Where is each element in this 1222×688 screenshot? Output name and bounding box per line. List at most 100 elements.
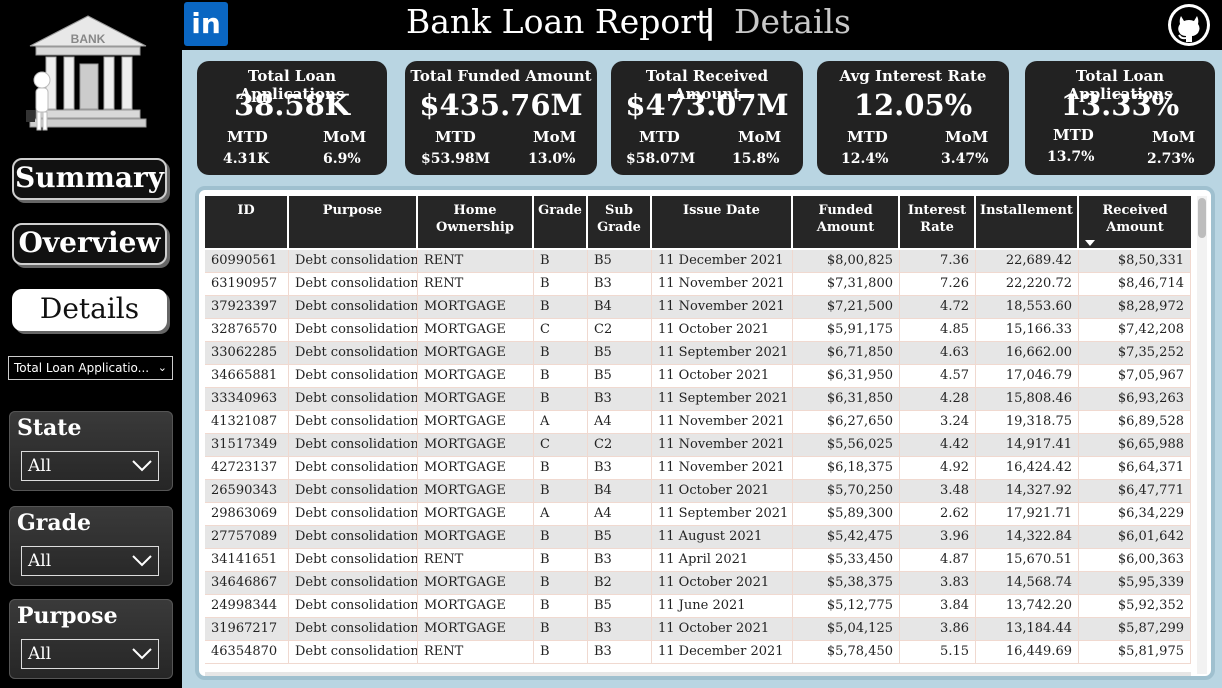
kpi-card-avg-interest-rate: Avg Interest Rate 12.05% MTD MoM 12.4% 3… [817,61,1009,175]
kpi-mtd-value: 12.4% [841,151,889,167]
cell-issue-date: 11 October 2021 [652,365,793,387]
grade-slicer-title: Grade [17,510,92,536]
kpi-mtd-value: 4.31K [223,151,270,167]
table-row[interactable]: 34141651 Debt consolidation RENT B B3 11 Apri… [205,549,1191,572]
cell-grade: C [534,319,588,341]
kpi-card-received-amount: Total Received Amount $473.07M MTD MoM $… [611,61,803,175]
table-row[interactable]: 29863069 Debt consolidation MORTGAGE A A4 11 … [205,503,1191,526]
cell-purpose: Debt consolidation [289,273,418,295]
cell-installement: 17,046.79 [976,365,1079,387]
cell-id: 31967217 [205,618,289,640]
cell-interest-rate: 3.96 [900,526,976,548]
loan-details-table[interactable]: ID Purpose Home Ownership Grade Sub Grad… [195,186,1215,680]
github-icon[interactable] [1166,2,1212,48]
kpi-mtd-value: $53.98M [421,151,491,167]
cell-purpose: Debt consolidation [289,457,418,479]
cell-purpose: Debt consolidation [289,319,418,341]
column-header-sub-grade[interactable]: Sub Grade [588,196,652,248]
purpose-dropdown[interactable]: All [21,639,159,669]
table-row[interactable]: 31517349 Debt consolidation MORTGAGE C C2 11 … [205,434,1191,457]
cell-funded-amount: $6,27,650 [793,411,900,433]
cell-home-ownership: MORTGAGE [418,572,534,594]
purpose-slicer-title: Purpose [17,603,118,629]
kpi-mom-value: 6.9% [323,151,361,167]
cell-sub-grade: B5 [588,250,652,272]
cell-funded-amount: $5,89,300 [793,503,900,525]
cell-home-ownership: MORTGAGE [418,411,534,433]
table-row[interactable]: 27757089 Debt consolidation MORTGAGE B B5 11 … [205,526,1191,549]
cell-id: 26590343 [205,480,289,502]
table-row[interactable]: 32876570 Debt consolidation MORTGAGE C C2 11 … [205,319,1191,342]
cell-purpose: Debt consolidation [289,342,418,364]
column-header-received-amount[interactable]: Received Amount [1079,196,1191,248]
cell-purpose: Debt consolidation [289,296,418,318]
chevron-down-icon [132,648,152,660]
title-separator: | [704,2,717,41]
grade-dropdown[interactable]: All [21,546,159,576]
table-row[interactable]: 34646867 Debt consolidation MORTGAGE B B2 11 … [205,572,1191,595]
cell-home-ownership: MORTGAGE [418,319,534,341]
column-header-home-ownership[interactable]: Home Ownership [418,196,534,248]
cell-home-ownership: MORTGAGE [418,434,534,456]
cell-installement: 16,449.69 [976,641,1079,663]
table-row[interactable]: 37923397 Debt consolidation MORTGAGE B B4 11 … [205,296,1191,319]
cell-funded-amount: $5,56,025 [793,434,900,456]
cell-funded-amount: $5,04,125 [793,618,900,640]
kpi-value: $473.07M [625,88,789,122]
page-subtitle: Details [734,2,851,41]
column-header-issue-date[interactable]: Issue Date [652,196,793,248]
column-header-received-amount-label: Received Amount [1102,203,1168,235]
column-header-installement[interactable]: Installement [976,196,1079,248]
cell-purpose: Debt consolidation [289,549,418,571]
nav-summary-button[interactable]: Summary [12,158,167,200]
table-row[interactable]: 33062285 Debt consolidation MORTGAGE B B5 11 … [205,342,1191,365]
cell-installement: 15,808.46 [976,388,1079,410]
nav-details-button[interactable]: Details [12,289,167,331]
cell-id: 63190957 [205,273,289,295]
cell-grade: C [534,434,588,456]
cell-sub-grade: A4 [588,503,652,525]
cell-interest-rate: 4.28 [900,388,976,410]
cell-home-ownership: MORTGAGE [418,296,534,318]
vertical-scrollbar[interactable] [1197,196,1207,674]
cell-funded-amount: $5,42,475 [793,526,900,548]
cell-received-amount: $6,65,988 [1079,434,1191,456]
state-dropdown[interactable]: All [21,451,159,481]
table-row[interactable]: 42723137 Debt consolidation MORTGAGE B B3 11 … [205,457,1191,480]
column-header-funded-amount[interactable]: Funded Amount [793,196,900,248]
column-header-grade[interactable]: Grade [534,196,588,248]
cell-id: 32876570 [205,319,289,341]
nav-overview-button[interactable]: Overview [12,223,167,265]
cell-grade: A [534,503,588,525]
table-row[interactable]: 60990561 Debt consolidation RENT B B5 11 Dece… [205,250,1191,273]
cell-grade: B [534,595,588,617]
cell-installement: 13,184.44 [976,618,1079,640]
cell-home-ownership: RENT [418,250,534,272]
table-row[interactable]: 34665881 Debt consolidation MORTGAGE B B5 11 … [205,365,1191,388]
cell-installement: 15,670.51 [976,549,1079,571]
table-row[interactable]: 41321087 Debt consolidation MORTGAGE A A4 11 … [205,411,1191,434]
linkedin-icon[interactable]: in [184,2,228,46]
table-row[interactable]: 24998344 Debt consolidation MORTGAGE B B5 11 … [205,595,1191,618]
table-row[interactable]: 33340963 Debt consolidation MORTGAGE B B3 11 … [205,388,1191,411]
cell-id: 34665881 [205,365,289,387]
cell-issue-date: 11 November 2021 [652,273,793,295]
column-header-interest-rate[interactable]: Interest Rate [900,196,976,248]
cell-funded-amount: $7,31,800 [793,273,900,295]
cell-installement: 14,327.92 [976,480,1079,502]
scrollbar-thumb[interactable] [1198,198,1206,238]
cell-funded-amount: $5,91,175 [793,319,900,341]
kpi-value: $435.76M [419,88,583,122]
cell-id: 41321087 [205,411,289,433]
cell-funded-amount: $5,78,450 [793,641,900,663]
column-header-purpose[interactable]: Purpose [289,196,418,248]
sort-descending-icon [1085,240,1095,246]
cell-received-amount: $5,95,339 [1079,572,1191,594]
table-row[interactable]: 31967217 Debt consolidation MORTGAGE B B3 11 … [205,618,1191,641]
cell-issue-date: 11 August 2021 [652,526,793,548]
table-row[interactable]: 46354870 Debt consolidation RENT B B3 11 Dece… [205,641,1191,664]
column-header-id[interactable]: ID [205,196,289,248]
table-row[interactable]: 26590343 Debt consolidation MORTGAGE B B4 11 … [205,480,1191,503]
measure-selector[interactable]: Total Loan Applicatio... ⌄ [8,356,173,380]
table-row[interactable]: 63190957 Debt consolidation RENT B B3 11 Nove… [205,273,1191,296]
